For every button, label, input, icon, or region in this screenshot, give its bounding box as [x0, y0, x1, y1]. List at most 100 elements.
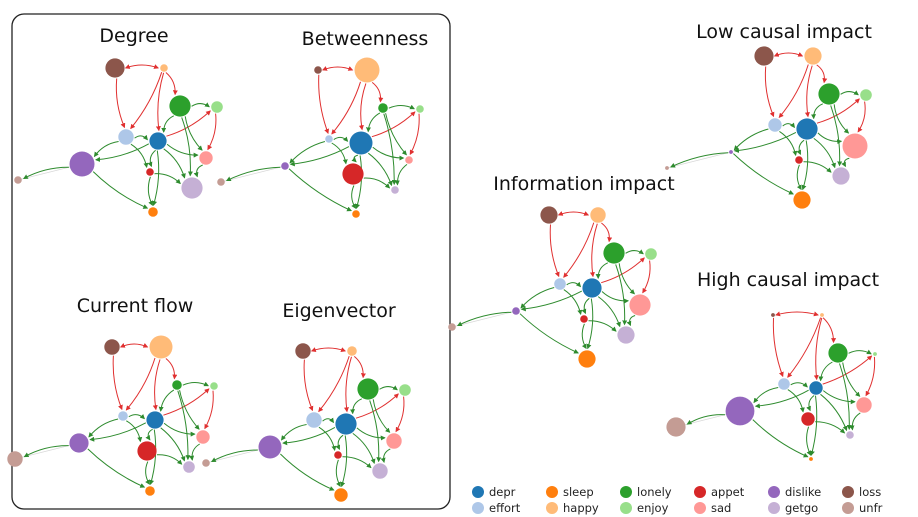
edge-sad-getgo — [193, 164, 203, 178]
edge-lonely-sad — [842, 362, 861, 397]
node-enjoy — [210, 382, 218, 390]
edge-lonely-enjoy — [388, 104, 415, 110]
edge-effort-dislike — [289, 141, 326, 164]
node-getgo — [846, 431, 854, 439]
node-depr — [796, 118, 818, 140]
legend-label-unfr: unfr — [859, 501, 883, 515]
edge-lonely-getgo — [181, 117, 193, 177]
node-appet — [146, 168, 154, 176]
edge-lonely-sad — [385, 113, 407, 156]
node-happy — [354, 57, 380, 83]
edge-lonely-depr — [811, 103, 824, 120]
node-effort — [118, 411, 128, 421]
edge-dislike-unfr — [23, 445, 69, 458]
node-getgo — [181, 177, 203, 199]
edge-effort-appet — [779, 130, 798, 157]
edge-effort-depr — [134, 134, 148, 141]
edge-appet-sleep — [581, 323, 587, 350]
node-loss — [754, 46, 774, 66]
edge-depr-enjoy — [355, 393, 399, 419]
edge-dislike-sleep — [87, 448, 146, 488]
legend-swatch-loss — [842, 486, 854, 498]
edge-depr-dislike — [282, 426, 336, 446]
edge-happy-lonely — [165, 358, 178, 380]
edge-effort-dislike — [520, 287, 555, 309]
edge-depr-getgo — [820, 393, 848, 432]
network-current-flow — [7, 335, 218, 496]
edge-loss-happy — [310, 347, 346, 352]
edge-depr-getgo — [352, 432, 376, 464]
edge-appet-sleep — [145, 461, 150, 485]
edge-sad-getgo — [380, 448, 391, 464]
edge-dislike-sleep — [752, 419, 809, 458]
node-unfr — [202, 459, 210, 467]
network-low-causal-impact — [665, 46, 872, 209]
edge-dislike-unfr — [670, 152, 729, 168]
node-enjoy — [860, 89, 872, 101]
edge-effort-depr — [566, 281, 582, 288]
edge-loss-happy — [557, 211, 590, 216]
node-appet — [342, 163, 364, 185]
node-dislike — [258, 435, 282, 459]
node-unfr — [217, 178, 225, 186]
node-happy — [590, 207, 606, 223]
node-dislike — [512, 307, 520, 315]
edge-happy-depr — [343, 356, 352, 413]
edge-dislike-sleep — [288, 168, 352, 212]
node-loss — [295, 343, 311, 359]
edge-depr-getgo — [160, 427, 186, 462]
node-sad — [199, 151, 213, 165]
edge-depr-enjoy — [166, 110, 211, 137]
node-loss — [540, 206, 558, 224]
panel-current-flow: Current flow — [7, 295, 218, 496]
node-appet — [801, 412, 815, 426]
edge-effort-depr — [322, 417, 334, 424]
edge-effort-appet — [126, 420, 143, 443]
edge-effort-appet — [130, 143, 149, 169]
edge-appet-getgo — [588, 320, 617, 332]
network-betweenness — [217, 57, 424, 218]
edge-happy-depr — [155, 72, 165, 132]
node-getgo — [391, 186, 399, 194]
node-happy — [347, 346, 357, 356]
edge-loss-effort — [549, 224, 560, 278]
legend-label-appet: appet — [711, 485, 745, 499]
panel-title-high-causal-impact: High causal impact — [697, 269, 879, 291]
panel-title-eigenvector: Eigenvector — [282, 300, 396, 322]
edge-depr-sleep — [801, 140, 809, 191]
centrality-group-frame — [11, 13, 451, 510]
node-happy — [149, 335, 173, 359]
node-unfr — [666, 417, 686, 437]
node-depr — [149, 132, 167, 150]
edge-happy-lonely — [601, 222, 613, 243]
edge-lonely-getgo — [177, 390, 191, 461]
edge-effort-depr — [128, 413, 145, 420]
edge-depr-enjoy — [816, 98, 860, 124]
edge-depr-getgo — [367, 152, 393, 187]
edge-depr-appet — [351, 154, 359, 163]
node-appet — [795, 156, 803, 164]
panel-information-impact: Information impact — [448, 173, 675, 368]
edge-loss-happy — [119, 343, 149, 348]
edge-loss-effort — [318, 74, 329, 134]
node-enjoy — [399, 384, 411, 396]
node-depr — [809, 381, 823, 395]
panel-high-causal-impact: High causal impact — [666, 269, 879, 461]
node-getgo — [832, 167, 850, 185]
node-dislike — [725, 396, 755, 426]
node-sleep — [334, 488, 348, 502]
edge-happy-effort — [318, 355, 350, 413]
node-lonely — [818, 83, 840, 105]
edge-happy-depr — [813, 317, 823, 381]
node-unfr — [665, 166, 669, 170]
panel-title-information-impact: Information impact — [493, 173, 674, 195]
network-degree — [14, 58, 223, 217]
edge-dislike-unfr — [456, 311, 512, 327]
edge-appet-getgo — [154, 173, 181, 185]
edge-lonely-depr — [595, 262, 609, 280]
edge-depr-sleep — [355, 155, 363, 209]
edge-happy-lonely — [371, 82, 384, 103]
legend-swatch-happy — [546, 502, 558, 514]
edge-depr-sleep — [152, 150, 160, 206]
legend-swatch-appet — [694, 486, 706, 498]
